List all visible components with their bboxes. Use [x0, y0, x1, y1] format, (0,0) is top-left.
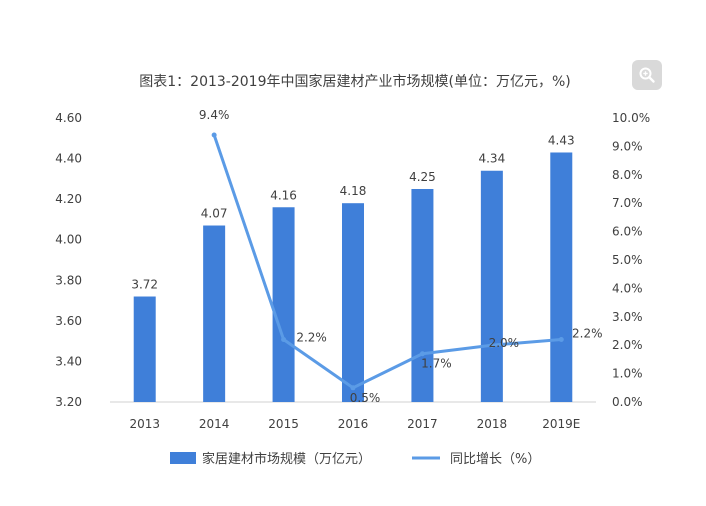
legend: 家居建材市场规模（万亿元） 同比增长（%） [170, 451, 540, 467]
legend-bar-label: 家居建材市场规模（万亿元） [202, 451, 371, 467]
y-left-tick-label: 4.00 [55, 233, 82, 247]
y-right-tick-label: 3.0% [612, 310, 643, 324]
x-tick-label: 2013 [129, 417, 160, 431]
x-tick-label: 2015 [268, 417, 299, 431]
bar-value-label: 4.16 [270, 188, 297, 202]
bar [203, 225, 226, 402]
y-left-tick-label: 4.60 [55, 111, 82, 125]
y-right-tick-label: 10.0% [612, 111, 650, 125]
growth-value-label: 2.0% [489, 336, 520, 350]
growth-value-label: 2.2% [572, 327, 603, 341]
bar-value-label: 4.25 [409, 170, 436, 184]
y-right-tick-label: 4.0% [612, 281, 643, 295]
axes: 3.20 3.40 3.60 3.80 4.00 4.20 4.40 4.60 0.0% 1.0%… [55, 111, 650, 431]
growth-value-label: 0.5% [350, 391, 381, 405]
bar-value-label: 4.34 [478, 152, 505, 166]
legend-line-label: 同比增长（%） [450, 452, 540, 467]
y-right-tick-label: 1.0% [612, 367, 643, 381]
growth-line [212, 134, 562, 390]
growth-point [489, 342, 495, 348]
y-left-tick-label: 3.40 [55, 354, 82, 368]
zoom-icon [639, 67, 655, 83]
y-right-tick-label: 8.0% [612, 168, 643, 182]
data-labels: 3.72 4.07 4.16 4.18 4.25 4.34 4.43 9.4% 2.2% 0.5%… [131, 108, 602, 405]
growth-point [419, 351, 425, 357]
growth-point [350, 385, 356, 391]
growth-value-label: 2.2% [296, 331, 327, 345]
growth-point [211, 132, 217, 138]
legend-bar-swatch [170, 452, 196, 464]
y-right-tick-label: 0.0% [612, 395, 643, 409]
bar [133, 296, 156, 402]
bar [550, 152, 573, 402]
y-left-tick-label: 3.80 [55, 273, 82, 287]
x-tick-label: 2016 [338, 417, 369, 431]
zoom-button[interactable] [632, 60, 662, 90]
bar-value-label: 4.18 [340, 184, 367, 198]
bar-value-label: 4.43 [548, 133, 575, 147]
bar [272, 207, 295, 402]
x-tick-label: 2018 [477, 417, 508, 431]
bar-value-label: 4.07 [201, 207, 228, 221]
growth-point [558, 337, 564, 343]
x-tick-label: 2017 [407, 417, 438, 431]
y-left-tick-label: 3.20 [55, 395, 82, 409]
y-left-tick-label: 4.40 [55, 152, 82, 166]
bar [342, 203, 364, 402]
y-right-tick-label: 6.0% [612, 225, 643, 239]
y-right-tick-label: 5.0% [612, 253, 643, 267]
growth-line-layer [211, 132, 564, 391]
x-tick-label: 2014 [199, 417, 230, 431]
chart-title: 图表1：2013-2019年中国家居建材产业市场规模(单位：万亿元，%) [139, 73, 570, 90]
growth-value-label: 9.4% [199, 108, 230, 122]
y-left-tick-label: 4.20 [55, 192, 82, 206]
bar [480, 170, 503, 402]
y-right-tick-label: 2.0% [612, 338, 643, 352]
y-right-tick-label: 7.0% [612, 196, 643, 210]
bar [411, 189, 434, 402]
growth-value-label: 1.7% [421, 357, 452, 371]
bar-value-label: 3.72 [131, 278, 158, 292]
x-tick-label: 2019E [542, 417, 580, 431]
growth-point [281, 337, 287, 343]
y-left-tick-label: 3.60 [55, 314, 82, 328]
y-right-tick-label: 9.0% [612, 139, 643, 153]
